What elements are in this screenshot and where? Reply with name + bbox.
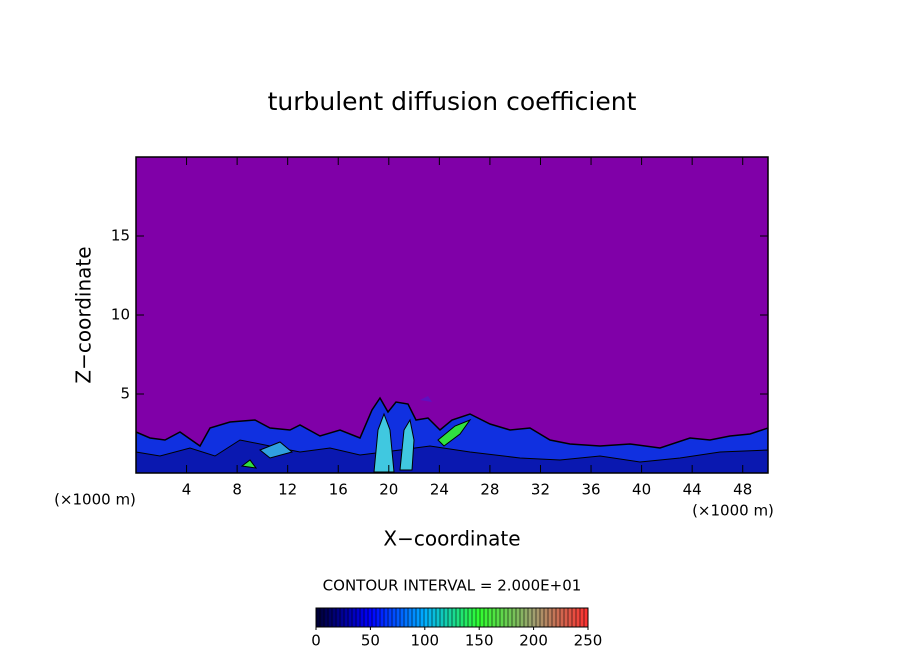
colorbar-tick-label: 250 (574, 632, 603, 650)
y-tick-label: 10 (111, 306, 130, 324)
colorbar-tick-label: 0 (311, 632, 321, 650)
x-tick-label: 28 (480, 481, 499, 499)
x-unit-label: (×1000 m) (692, 502, 774, 520)
colorbar-tick-label: 100 (410, 632, 439, 650)
x-tick-label: 12 (278, 481, 297, 499)
field-region (399, 418, 415, 471)
x-axis-label: X−coordinate (383, 527, 520, 551)
x-tick-label: 20 (379, 481, 398, 499)
field-region (136, 439, 768, 473)
field-region (373, 412, 395, 473)
x-tick-label: 24 (430, 481, 449, 499)
y-tick-label: 5 (120, 385, 130, 403)
field-region (240, 459, 258, 469)
x-tick-label: 40 (632, 481, 651, 499)
contour-interval: CONTOUR INTERVAL = 2.000E+01 (323, 577, 582, 595)
field-region (259, 441, 294, 459)
y-unit-label: (×1000 m) (54, 491, 136, 509)
y-axis-label: Z−coordinate (72, 246, 96, 383)
y-tick-label: 15 (111, 227, 130, 245)
field-region (420, 396, 432, 402)
field-region (437, 418, 472, 447)
x-tick-label: 48 (733, 481, 752, 499)
x-tick-label: 16 (329, 481, 348, 499)
x-tick-label: 32 (531, 481, 550, 499)
colorbar-tick-label: 50 (361, 632, 380, 650)
chart-title: turbulent diffusion coefficient (268, 87, 637, 116)
x-tick-label: 44 (683, 481, 702, 499)
x-tick-label: 4 (182, 481, 192, 499)
x-tick-label: 8 (232, 481, 242, 499)
contour-field (136, 157, 768, 473)
colorbar-tick-label: 200 (519, 632, 548, 650)
colorbar-tick-label: 150 (465, 632, 494, 650)
x-tick-label: 36 (581, 481, 600, 499)
